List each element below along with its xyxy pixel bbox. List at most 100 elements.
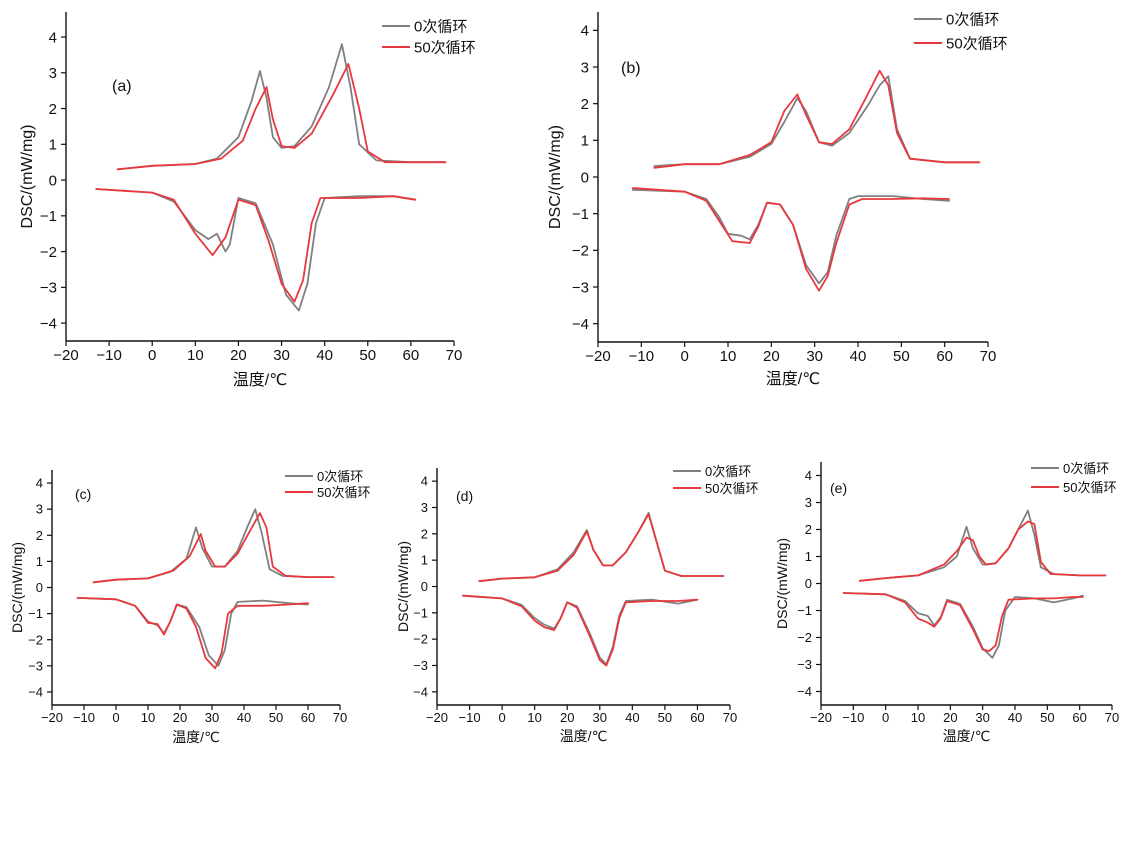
- x-tick-label: 60: [301, 710, 315, 725]
- panel-label: (b): [621, 60, 641, 77]
- series-line-cycle50-cooling: [631, 187, 950, 292]
- series-line-cycle0-cooling: [462, 594, 699, 666]
- x-tick-label: 20: [560, 710, 574, 725]
- x-axis-label: 温度/℃: [172, 729, 220, 745]
- series-line-cycle50-cooling: [842, 592, 1084, 652]
- series-line-cycle50-cooling: [462, 594, 699, 667]
- x-tick-label: 70: [980, 348, 997, 365]
- series-line-cycle0-heating: [653, 75, 981, 167]
- dsc-panel-3: −20 −10 0 10 20 30 40 50 60 70−4−3−2−101234温度/℃DS…: [9, 469, 370, 745]
- x-tick-label: −10: [96, 347, 121, 364]
- x-tick-label: 10: [720, 348, 737, 365]
- y-tick-label: −2: [413, 632, 428, 647]
- x-tick-label: 60: [936, 348, 953, 365]
- y-tick-label: 0: [581, 169, 589, 186]
- x-tick-label: −10: [842, 710, 864, 725]
- y-tick-label: 3: [805, 495, 812, 510]
- y-tick-label: −4: [572, 316, 589, 333]
- x-tick-label: −10: [459, 710, 481, 725]
- panel-label: (a): [112, 78, 132, 95]
- y-tick-label: −2: [572, 243, 589, 260]
- x-tick-label: 40: [316, 347, 333, 364]
- y-tick-label: 0: [805, 576, 812, 591]
- y-tick-label: −3: [797, 657, 812, 672]
- y-tick-label: −4: [40, 315, 57, 332]
- x-tick-label: 0: [112, 710, 119, 725]
- x-tick-label: 40: [1008, 710, 1022, 725]
- x-tick-label: 0: [498, 710, 505, 725]
- y-tick-label: 1: [805, 549, 812, 564]
- y-tick-label: −1: [413, 605, 428, 620]
- y-axis-label: DSC/(mW/mg): [9, 542, 25, 633]
- x-tick-label: 50: [1040, 710, 1054, 725]
- panel-label: (e): [830, 480, 847, 496]
- panel-label: (c): [75, 486, 91, 502]
- y-tick-label: 0: [421, 579, 428, 594]
- legend-label: 0次循环: [414, 19, 467, 36]
- y-tick-label: −3: [28, 658, 43, 673]
- x-tick-label: 30: [975, 710, 989, 725]
- y-tick-label: −2: [797, 630, 812, 645]
- x-tick-label: 20: [230, 347, 247, 364]
- y-tick-label: −3: [413, 658, 428, 673]
- legend-label: 0次循环: [946, 12, 999, 29]
- y-tick-label: −1: [797, 603, 812, 618]
- y-axis-label: DSC/(mW/mg): [19, 125, 36, 229]
- x-tick-label: 70: [1105, 710, 1119, 725]
- y-axis-label: DSC/(mW/mg): [395, 541, 411, 632]
- legend-label: 50次循环: [946, 36, 1008, 53]
- x-tick-label: 70: [723, 710, 737, 725]
- y-tick-label: 4: [421, 474, 428, 489]
- x-axis-label: 温度/℃: [766, 370, 820, 388]
- x-tick-label: 30: [205, 710, 219, 725]
- y-tick-label: 2: [581, 96, 589, 113]
- series-line-cycle0-cooling: [76, 597, 309, 667]
- x-tick-label: 20: [763, 348, 780, 365]
- panel-label: (d): [456, 488, 473, 504]
- series-line-cycle50-heating: [92, 512, 335, 584]
- legend-label: 50次循环: [1063, 480, 1116, 495]
- x-tick-label: 40: [850, 348, 867, 365]
- y-tick-label: −2: [28, 632, 43, 647]
- legend-label: 50次循环: [705, 481, 758, 496]
- legend-label: 0次循环: [317, 469, 363, 484]
- x-tick-label: 30: [273, 347, 290, 364]
- y-tick-label: −4: [28, 684, 43, 699]
- x-tick-label: 60: [403, 347, 420, 364]
- x-tick-label: 60: [690, 710, 704, 725]
- x-tick-label: −20: [585, 348, 610, 365]
- x-tick-label: 20: [943, 710, 957, 725]
- y-tick-label: −3: [572, 279, 589, 296]
- y-tick-label: −4: [797, 684, 812, 699]
- series-line-cycle50-cooling: [76, 597, 309, 670]
- series-line-cycle50-heating: [858, 520, 1107, 582]
- x-tick-label: 0: [882, 710, 889, 725]
- y-tick-label: 2: [421, 526, 428, 541]
- x-tick-label: 30: [593, 710, 607, 725]
- series-line-cycle0-heating: [116, 43, 447, 171]
- series-line-cycle50-cooling: [95, 188, 417, 303]
- y-tick-label: 4: [49, 29, 57, 46]
- x-tick-label: −20: [53, 347, 78, 364]
- y-tick-label: 3: [581, 59, 589, 76]
- y-tick-label: −1: [40, 208, 57, 225]
- x-tick-label: −10: [73, 710, 95, 725]
- series-line-cycle0-heating: [858, 509, 1107, 582]
- x-tick-label: 10: [911, 710, 925, 725]
- x-tick-label: 0: [680, 348, 688, 365]
- y-axis-label: DSC/(mW/mg): [547, 125, 564, 229]
- x-tick-label: 10: [527, 710, 541, 725]
- x-axis-label: 温度/℃: [560, 728, 608, 744]
- x-tick-label: −20: [810, 710, 832, 725]
- y-tick-label: 3: [36, 502, 43, 517]
- y-tick-label: 2: [49, 101, 57, 118]
- y-tick-label: 4: [805, 468, 812, 483]
- x-tick-label: −20: [426, 710, 448, 725]
- series-line-cycle50-heating: [116, 63, 447, 171]
- series-line-cycle50-heating: [653, 69, 981, 169]
- x-tick-label: 10: [141, 710, 155, 725]
- dsc-panel-1: −20 −10 0 10 20 30 40 50 60 70−4−3−2−101234温度/℃DS…: [19, 12, 476, 389]
- x-axis-label: 温度/℃: [233, 371, 287, 389]
- dsc-panel-2: −20 −10 0 10 20 30 40 50 60 70−4−3−2−101234温度/℃DS…: [547, 12, 1008, 388]
